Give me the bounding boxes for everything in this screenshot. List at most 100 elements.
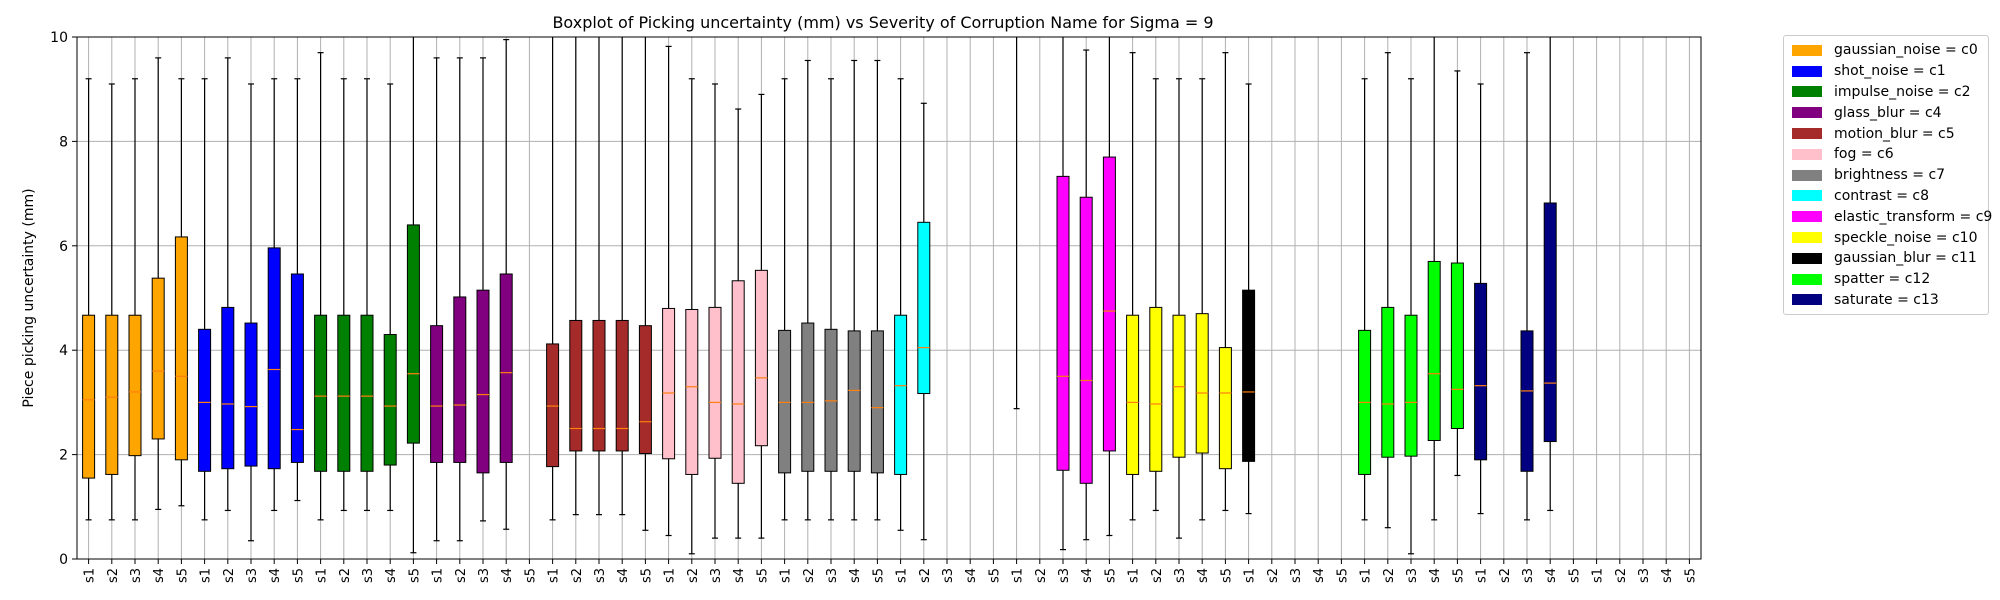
legend-swatch	[1792, 65, 1822, 77]
box-iqr	[801, 322, 815, 472]
box-spatter	[1404, 78, 1418, 555]
y-tick-label: 10	[50, 30, 68, 46]
x-tick-label: s5	[1103, 568, 1118, 583]
box-fog	[685, 78, 699, 555]
box-elastic_transform	[1056, 37, 1070, 551]
legend-item: impulse_noise = c2	[1792, 82, 1980, 103]
legend-swatch	[1792, 86, 1822, 98]
box-iqr	[1056, 175, 1070, 471]
x-tick-label: s4	[1196, 568, 1211, 583]
plot-frame	[76, 36, 1702, 560]
box-iqr	[476, 289, 490, 474]
box-iqr	[638, 325, 652, 455]
box-impulse_noise	[360, 78, 374, 512]
box-iqr	[267, 247, 281, 470]
legend-label: motion_blur = c5	[1834, 125, 1955, 142]
box-iqr	[615, 319, 629, 452]
box-iqr	[406, 224, 420, 444]
box-elastic_transform	[1102, 37, 1116, 537]
legend-item: brightness = c7	[1792, 165, 1980, 186]
x-tick-label: s1	[315, 568, 330, 583]
box-iqr	[778, 329, 792, 474]
legend-label: gaussian_noise = c0	[1834, 42, 1978, 59]
box-saturate	[1543, 37, 1557, 512]
x-tick-label: s3	[941, 568, 956, 583]
x-tick-label: s2	[918, 568, 933, 583]
y-tick-label: 6	[59, 239, 68, 255]
box-gaussian_blur	[1242, 83, 1256, 515]
box-motion_blur	[546, 37, 560, 521]
x-tick-label: s1	[1591, 568, 1606, 583]
x-tick-label: s1	[83, 568, 98, 583]
box-fog	[662, 45, 676, 537]
x-tick-label: s4	[732, 568, 747, 583]
legend-label: elastic_transform = c9	[1834, 208, 1993, 225]
x-tick-label: s1	[1127, 568, 1142, 583]
box-iqr	[546, 343, 560, 468]
legend-swatch	[1792, 44, 1822, 56]
box-elastic_transform	[1013, 37, 1020, 410]
x-tick-label: s3	[477, 568, 492, 583]
x-tick-label: s1	[1359, 568, 1374, 583]
x-tick-label: s5	[987, 568, 1002, 583]
x-tick-label: s3	[709, 568, 724, 583]
x-tick-label: s5	[1451, 568, 1466, 583]
box-gaussian_noise	[82, 78, 96, 521]
box-spatter	[1381, 52, 1395, 529]
x-tick-label: s3	[1521, 568, 1536, 583]
box-motion_blur	[638, 37, 652, 531]
box-iqr	[1520, 330, 1534, 472]
box-iqr	[1079, 196, 1093, 484]
box-iqr	[1543, 202, 1557, 443]
legend-swatch	[1792, 211, 1822, 223]
box-brightness	[824, 78, 838, 521]
box-gaussian_noise	[151, 57, 165, 511]
box-iqr	[430, 325, 444, 463]
box-iqr	[894, 314, 908, 475]
box-shot_noise	[198, 78, 212, 521]
x-tick-label: s2	[1382, 568, 1397, 583]
y-tick-label: 4	[59, 343, 68, 359]
box-iqr	[337, 314, 351, 472]
legend-item: motion_blur = c5	[1792, 123, 1980, 144]
box-iqr	[847, 330, 861, 472]
box-iqr	[105, 314, 119, 475]
box-iqr	[1427, 260, 1441, 442]
x-tick-label: s4	[384, 568, 399, 583]
box-iqr	[383, 334, 397, 466]
legend-item: saturate = c13	[1792, 290, 1980, 311]
box-iqr	[754, 269, 768, 447]
box-brightness	[801, 59, 815, 521]
legend-label: brightness = c7	[1834, 167, 1946, 184]
box-spatter	[1450, 70, 1464, 477]
x-tick-label: s2	[1266, 568, 1281, 583]
x-tick-label: s3	[245, 568, 260, 583]
box-iqr	[128, 314, 142, 457]
box-shot_noise	[221, 57, 235, 512]
y-axis-label: Piece picking uncertainty (mm)	[21, 188, 37, 407]
legend-label: glass_blur = c4	[1834, 104, 1942, 121]
legend-label: spatter = c12	[1834, 271, 1931, 288]
legend-swatch	[1792, 294, 1822, 306]
x-tick-label: s3	[1289, 568, 1304, 583]
x-tick-label: s3	[129, 568, 144, 583]
legend-swatch	[1792, 190, 1822, 202]
box-iqr	[1450, 262, 1464, 429]
box-impulse_noise	[337, 78, 351, 512]
legend-swatch	[1792, 107, 1822, 119]
chart-title: Boxplot of Picking uncertainty (mm) vs S…	[552, 13, 1213, 32]
box-iqr	[731, 280, 745, 484]
x-tick-label: s1	[1011, 568, 1026, 583]
box-brightness	[847, 59, 861, 521]
x-tick-label: s2	[1614, 568, 1629, 583]
y-tick-label: 0	[59, 552, 68, 568]
x-tick-label: s2	[1498, 568, 1513, 583]
x-tick-label: s3	[1637, 568, 1652, 583]
box-glass_blur	[430, 57, 444, 542]
x-tick-label: s4	[1312, 568, 1327, 583]
x-tick-label: s4	[964, 568, 979, 583]
x-tick-label: s4	[152, 568, 167, 583]
box-iqr	[1242, 289, 1256, 462]
box-spatter	[1427, 37, 1441, 521]
